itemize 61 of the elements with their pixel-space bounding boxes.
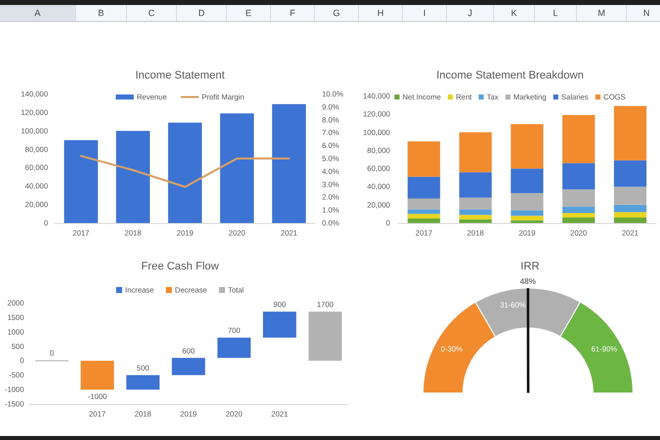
text: H xyxy=(359,5,403,21)
bar xyxy=(459,214,492,220)
bar xyxy=(510,193,544,210)
text: D xyxy=(177,5,227,21)
text: K xyxy=(494,5,535,21)
bar xyxy=(459,172,492,198)
bar xyxy=(510,216,544,220)
text: 48% xyxy=(520,277,536,286)
text: M xyxy=(577,5,627,21)
bar xyxy=(510,220,544,223)
bar xyxy=(408,214,440,218)
bar xyxy=(116,130,150,223)
bar xyxy=(408,209,440,214)
bar xyxy=(614,106,646,160)
bar xyxy=(408,218,440,223)
bar xyxy=(562,206,595,214)
text: B xyxy=(76,5,127,21)
bar xyxy=(562,115,595,164)
bar xyxy=(64,140,98,223)
bar xyxy=(562,163,595,190)
bar xyxy=(172,358,206,376)
bar xyxy=(220,113,254,223)
text: I xyxy=(403,5,447,21)
line-series xyxy=(80,154,290,188)
bar xyxy=(408,176,440,199)
bar xyxy=(459,132,492,172)
bar xyxy=(126,375,160,390)
bar xyxy=(459,209,492,215)
bar xyxy=(614,212,646,218)
text: F xyxy=(271,5,315,21)
bar xyxy=(614,186,646,205)
chart-title: Income Statement Breakdown xyxy=(436,70,584,82)
bar xyxy=(408,198,440,210)
chart-title: IRR xyxy=(520,260,540,272)
text: J xyxy=(447,5,494,21)
bar xyxy=(263,312,296,338)
text: C xyxy=(127,5,177,21)
text: E xyxy=(227,5,271,21)
text: G xyxy=(315,5,359,21)
bar xyxy=(562,218,595,223)
bar xyxy=(614,204,646,212)
chart-title: Free Cash Flow xyxy=(141,260,219,272)
chart-title: Income Statement xyxy=(135,70,225,82)
text: L xyxy=(535,5,577,21)
bar xyxy=(272,104,306,223)
bar xyxy=(562,213,595,218)
bar xyxy=(308,312,342,361)
bar xyxy=(510,124,544,169)
bar xyxy=(614,160,646,187)
bar xyxy=(510,210,544,216)
bar xyxy=(80,360,114,390)
text: A xyxy=(0,5,76,21)
bar xyxy=(614,218,646,223)
text: N xyxy=(627,5,660,21)
bar xyxy=(510,168,544,194)
bar xyxy=(217,338,251,358)
bar xyxy=(168,122,202,223)
bar xyxy=(562,189,595,207)
bar xyxy=(408,141,440,177)
bar xyxy=(459,198,492,210)
bar xyxy=(459,219,492,223)
